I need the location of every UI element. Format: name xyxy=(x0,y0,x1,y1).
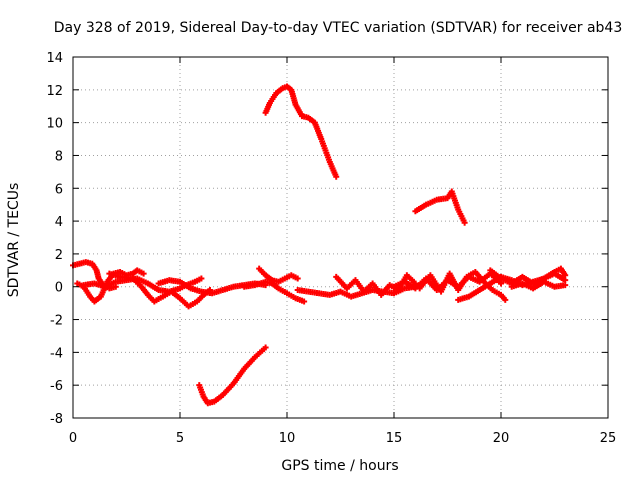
chart-ticks: 0 5 10 15 20 25 -8 -6 -4 -2 0 2 4 6 8 10 12 14 xyxy=(46,51,616,446)
y-tick-label: 10 xyxy=(46,117,63,132)
y-tick-label: 12 xyxy=(46,84,63,99)
y-tick-label: -4 xyxy=(50,346,63,361)
x-tick-label: 0 xyxy=(69,431,77,446)
series-arc-17 xyxy=(508,278,569,292)
series-arc-5 xyxy=(155,277,269,297)
data-point-marker xyxy=(333,173,340,180)
data-point-marker xyxy=(140,270,147,277)
data-point-marker xyxy=(294,275,301,282)
data-point-marker xyxy=(562,272,569,279)
chart-title: Day 328 of 2019, Sidereal Day-to-day VTE… xyxy=(54,20,623,36)
plot-frame xyxy=(72,56,609,419)
x-tick-label: 15 xyxy=(386,431,403,446)
data-point-marker xyxy=(461,219,468,226)
y-tick-label: -2 xyxy=(50,314,63,329)
series-arc-9 xyxy=(262,83,340,180)
y-tick-label: 4 xyxy=(55,215,63,230)
chart-series xyxy=(70,83,569,407)
y-tick-label: 0 xyxy=(55,281,63,296)
chart-grid xyxy=(73,57,608,418)
series-arc-12 xyxy=(412,188,468,226)
y-tick-label: 14 xyxy=(46,51,63,66)
series-arc-14 xyxy=(416,268,509,303)
x-tick-label: 25 xyxy=(600,431,617,446)
y-axis-title: SDTVAR / TECUs xyxy=(6,183,22,298)
series-arc-8 xyxy=(256,265,301,285)
y-tick-label: 8 xyxy=(55,149,63,164)
y-tick-label: 2 xyxy=(55,248,63,263)
series-arc-7 xyxy=(241,278,308,305)
data-point-marker xyxy=(198,275,205,282)
data-point-marker xyxy=(502,296,509,303)
x-tick-label: 10 xyxy=(279,431,296,446)
y-tick-label: 6 xyxy=(55,182,63,197)
data-point-marker xyxy=(262,344,269,351)
data-point-marker xyxy=(301,298,308,305)
data-point-marker xyxy=(562,282,569,289)
series-arc-16 xyxy=(487,265,569,287)
x-tick-label: 20 xyxy=(493,431,510,446)
x-tick-label: 5 xyxy=(176,431,184,446)
y-tick-label: -8 xyxy=(50,412,63,427)
series-arc-2 xyxy=(74,267,147,305)
series-arc-6 xyxy=(196,344,269,407)
x-axis-title: GPS time / hours xyxy=(281,458,398,474)
y-tick-label: -6 xyxy=(50,379,63,394)
